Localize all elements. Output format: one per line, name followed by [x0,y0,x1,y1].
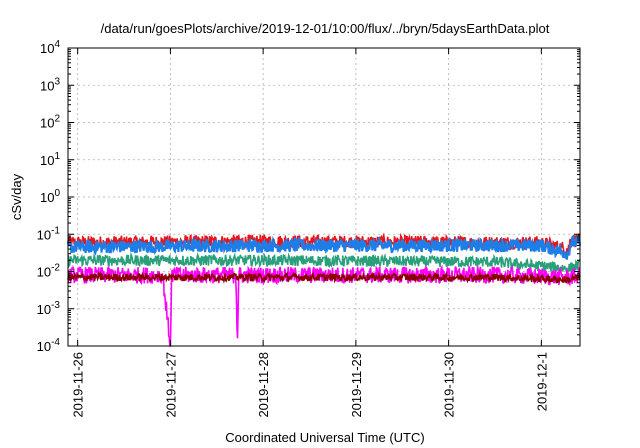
series-line [67,264,581,347]
y-tick-base: 10 [40,78,54,93]
y-tick-exponent: -2 [51,263,60,274]
y-tick-base: 10 [37,339,51,354]
y-tick-base: 10 [37,302,51,317]
x-tick-label: 2019-11-27 [163,352,178,418]
y-tick-exponent: 2 [54,114,60,125]
y-tick-exponent: 1 [54,151,60,162]
y-tick-base: 10 [40,153,54,168]
y-tick-exponent: -3 [51,300,60,311]
y-tick-label: 102 [40,114,60,131]
y-tick-exponent: 3 [54,76,60,87]
y-tick-exponent: 0 [54,188,60,199]
x-tick-label: 2019-12-1 [534,352,549,411]
y-tick-base: 10 [37,265,51,280]
y-tick-exponent: -4 [51,337,60,348]
y-tick-label: 103 [40,76,60,93]
series-line [67,251,581,274]
grid-lines [68,48,580,346]
series-group [66,232,582,347]
y-tick-label: 10-4 [37,337,61,354]
x-tick-label: 2019-11-30 [442,352,457,418]
x-tick-label: 2019-11-29 [349,352,364,418]
chart-title: /data/run/goesPlots/archive/2019-12-01/1… [101,21,550,36]
y-tick-label: 104 [40,39,60,56]
y-tick-label: 10-2 [37,263,61,280]
y-tick-base: 10 [40,190,54,205]
series-line [66,235,582,260]
x-tick-label: 2019-11-28 [256,352,271,418]
y-tick-exponent: 4 [54,39,60,50]
y-tick-base: 10 [40,41,54,56]
y-tick-label: 10-1 [37,225,61,242]
x-tick-label: 2019-11-26 [71,352,86,418]
y-tick-label: 101 [40,151,60,168]
y-tick-exponent: -1 [51,225,60,236]
x-axis-label: Coordinated Universal Time (UTC) [225,430,424,445]
series-line [67,270,581,284]
y-tick-label: 100 [40,188,60,205]
y-tick-base: 10 [40,116,54,131]
y-tick-base: 10 [37,227,51,242]
y-tick-label: 10-3 [37,300,61,317]
x-axis: 2019-11-26 2019-11-27 2019-11-28 2019-11-29… [71,48,549,418]
y-axis-label: cSv/day [9,173,24,220]
